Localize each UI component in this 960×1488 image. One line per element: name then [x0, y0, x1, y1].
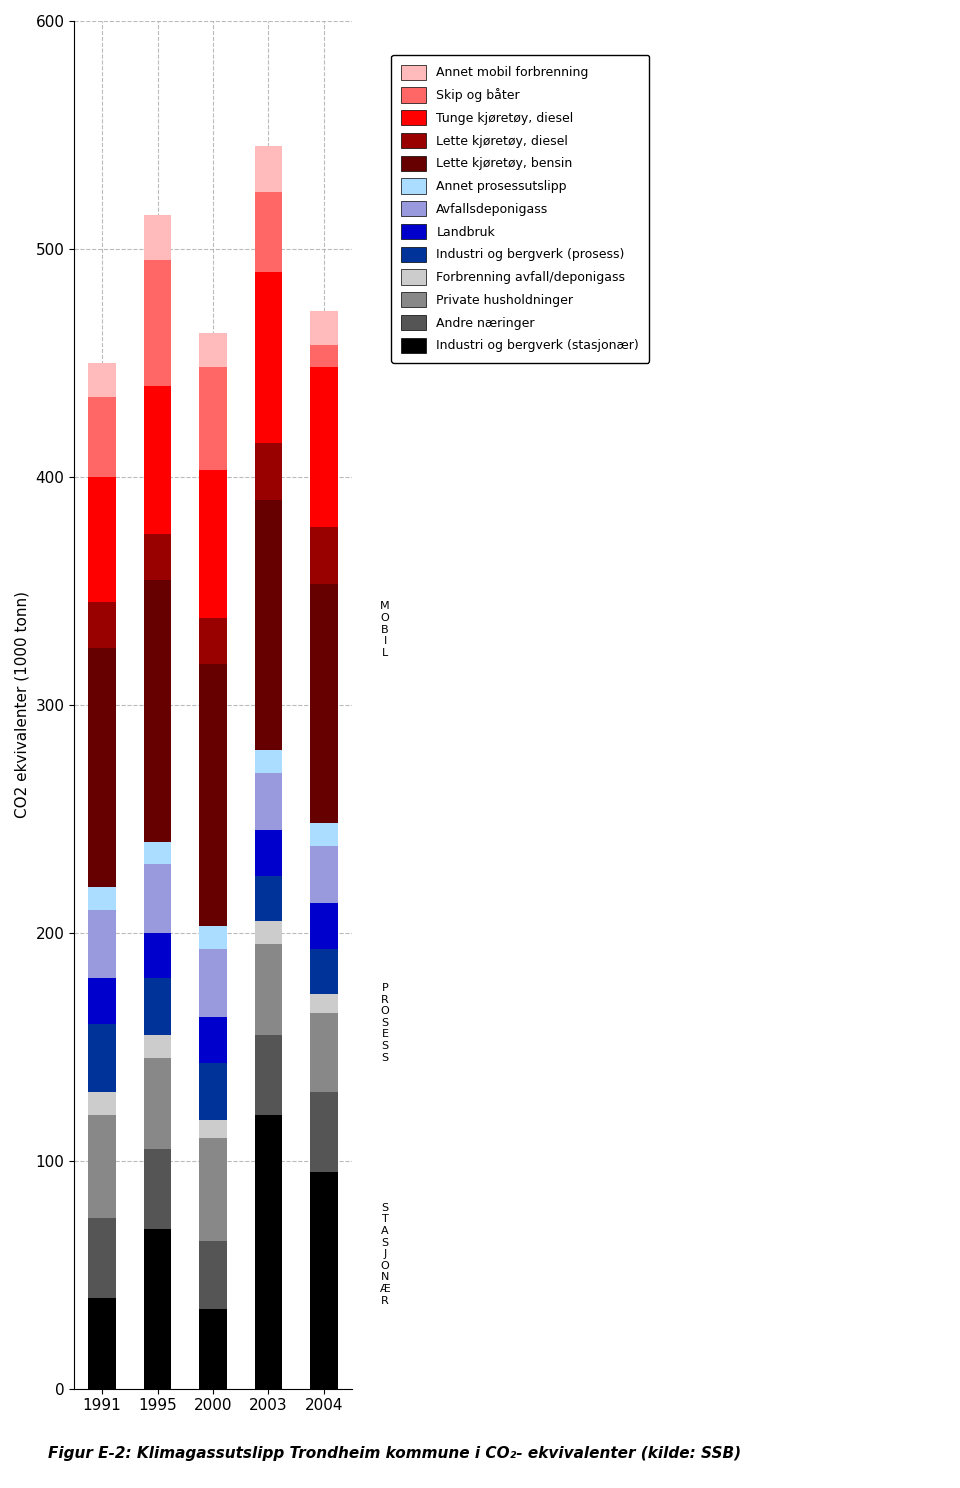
Bar — [199, 333, 227, 368]
Bar — [254, 146, 282, 192]
Bar — [254, 272, 282, 443]
Bar — [310, 345, 338, 368]
Bar — [199, 618, 227, 664]
Bar — [88, 887, 116, 911]
Bar — [144, 385, 172, 534]
Bar — [199, 1062, 227, 1120]
Bar — [199, 1138, 227, 1241]
Bar — [88, 911, 116, 979]
Bar — [88, 1092, 116, 1115]
Text: S
T
A
S
J
O
N
Æ
R: S T A S J O N Æ R — [379, 1202, 391, 1305]
Bar — [144, 260, 172, 385]
Bar — [254, 1115, 282, 1388]
Bar — [310, 949, 338, 994]
Bar — [310, 1173, 338, 1388]
Legend: Annet mobil forbrenning, Skip og båter, Tunge kjøretøy, diesel, Lette kjøretøy, : Annet mobil forbrenning, Skip og båter, … — [392, 55, 649, 363]
Text: Figur E-2: Klimagassutslipp Trondheim kommune i CO₂- ekvivalenter (kilde: SSB): Figur E-2: Klimagassutslipp Trondheim ko… — [48, 1446, 741, 1461]
Bar — [144, 1149, 172, 1229]
Bar — [254, 774, 282, 830]
Bar — [88, 397, 116, 478]
Bar — [144, 534, 172, 579]
Bar — [254, 443, 282, 500]
Bar — [88, 1115, 116, 1217]
Bar — [254, 750, 282, 774]
Bar — [199, 470, 227, 618]
Bar — [310, 847, 338, 903]
Bar — [310, 823, 338, 847]
Bar — [254, 876, 282, 921]
Bar — [310, 368, 338, 527]
Text: M
O
B
I
L: M O B I L — [380, 601, 390, 658]
Bar — [144, 214, 172, 260]
Bar — [88, 478, 116, 603]
Bar — [88, 1217, 116, 1298]
Bar — [144, 1036, 172, 1058]
Bar — [199, 1018, 227, 1062]
Bar — [144, 842, 172, 865]
Bar — [310, 994, 338, 1013]
Bar — [88, 603, 116, 647]
Bar — [144, 865, 172, 933]
Bar — [144, 1229, 172, 1388]
Bar — [254, 500, 282, 750]
Text: P
R
O
S
E
S
S: P R O S E S S — [380, 984, 390, 1062]
Bar — [310, 1013, 338, 1092]
Bar — [144, 579, 172, 842]
Bar — [310, 903, 338, 949]
Bar — [144, 1058, 172, 1149]
Bar — [199, 1309, 227, 1388]
Bar — [310, 585, 338, 823]
Bar — [310, 1092, 338, 1173]
Bar — [199, 368, 227, 470]
Bar — [310, 527, 338, 585]
Bar — [88, 1024, 116, 1092]
Bar — [199, 949, 227, 1018]
Bar — [254, 192, 282, 272]
Bar — [199, 664, 227, 926]
Bar — [254, 945, 282, 1036]
Bar — [88, 979, 116, 1024]
Bar — [254, 1036, 282, 1115]
Bar — [88, 647, 116, 887]
Bar — [199, 1241, 227, 1309]
Bar — [144, 933, 172, 979]
Bar — [199, 1120, 227, 1138]
Bar — [144, 979, 172, 1036]
Bar — [199, 926, 227, 949]
Bar — [88, 363, 116, 397]
Y-axis label: CO2 ekvivalenter (1000 tonn): CO2 ekvivalenter (1000 tonn) — [15, 591, 30, 818]
Bar — [254, 921, 282, 945]
Bar — [310, 311, 338, 345]
Bar — [88, 1298, 116, 1388]
Bar — [254, 830, 282, 876]
